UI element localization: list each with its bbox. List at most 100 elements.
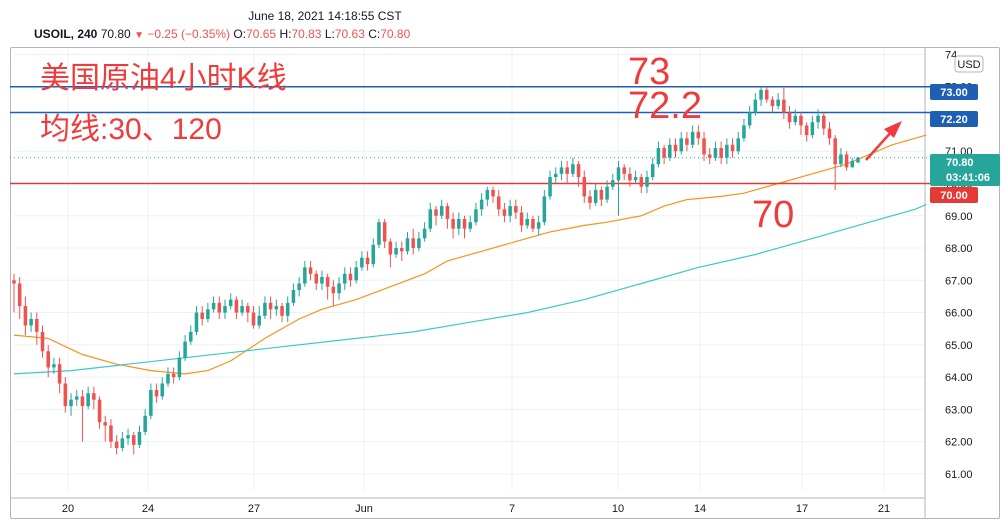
- candles: [12, 86, 860, 455]
- candle-body: [822, 115, 826, 129]
- candle: [536, 215, 541, 236]
- candle-body: [417, 238, 421, 249]
- time-axis[interactable]: 20 24 27 Jun 7 10 14 17 21: [62, 503, 890, 515]
- candle-body: [211, 302, 216, 310]
- candle-body: [240, 306, 244, 313]
- candle: [548, 170, 552, 200]
- x-tick-label[interactable]: 14: [694, 503, 706, 515]
- candle: [656, 141, 661, 168]
- x-tick-label[interactable]: 21: [878, 503, 890, 515]
- candle: [143, 409, 147, 436]
- candle-body: [12, 280, 16, 284]
- candle: [80, 389, 85, 442]
- candle: [605, 180, 609, 203]
- candle: [200, 306, 204, 326]
- candle-body: [559, 167, 564, 174]
- candle: [753, 93, 758, 116]
- candle-body: [120, 438, 125, 449]
- candle: [662, 144, 666, 165]
- x-tick-label[interactable]: 20: [62, 503, 74, 515]
- candle-body: [189, 331, 193, 342]
- candle: [439, 199, 444, 219]
- candle-body: [74, 396, 79, 400]
- y-tick-label[interactable]: 64.00: [945, 372, 973, 384]
- candle-body: [52, 364, 56, 368]
- candle-body: [713, 148, 718, 158]
- candle: [725, 138, 729, 165]
- candle-body: [17, 283, 22, 307]
- candle: [342, 267, 347, 290]
- candle: [628, 167, 632, 187]
- y-tick-label[interactable]: 62.00: [945, 437, 973, 449]
- candle: [571, 157, 575, 178]
- candle-body: [131, 435, 136, 445]
- candle: [40, 325, 45, 358]
- x-tick-label[interactable]: 27: [248, 503, 260, 515]
- candle-body: [725, 144, 729, 158]
- candle-body: [639, 177, 644, 187]
- level-73-annotation: 73: [628, 51, 670, 93]
- candle: [246, 302, 250, 323]
- symbol-name[interactable]: USOIL, 240: [34, 27, 98, 41]
- candle-body: [268, 302, 273, 310]
- candle: [833, 135, 837, 190]
- y-tick-label[interactable]: 69.00: [945, 211, 973, 223]
- candle-body: [833, 138, 837, 165]
- candle-body: [759, 89, 763, 100]
- x-tick-label[interactable]: 10: [612, 503, 624, 515]
- candle-body: [137, 431, 142, 445]
- candle-body: [285, 302, 290, 316]
- candle: [74, 389, 79, 407]
- y-tick-label[interactable]: 63.00: [945, 404, 973, 416]
- candle: [588, 189, 592, 210]
- candle: [52, 357, 56, 374]
- candle-body: [160, 383, 165, 397]
- candle: [747, 106, 752, 129]
- candle: [86, 386, 90, 410]
- candle-body: [531, 218, 535, 229]
- candle: [177, 351, 182, 381]
- candle-body: [143, 415, 147, 432]
- candle-body: [171, 373, 176, 378]
- candle: [131, 431, 136, 455]
- x-tick-label[interactable]: 7: [509, 503, 515, 515]
- x-tick-label[interactable]: 17: [796, 503, 808, 515]
- last-price: 70.80: [100, 27, 131, 41]
- y-tick-label[interactable]: 67.00: [945, 275, 973, 287]
- x-tick-label[interactable]: Jun: [355, 503, 373, 515]
- candle: [120, 431, 125, 452]
- candle-body: [519, 212, 524, 226]
- candle: [46, 344, 50, 378]
- candle: [12, 273, 16, 313]
- y-tick-label[interactable]: 66.00: [945, 308, 973, 320]
- candle-body: [348, 273, 353, 281]
- y-tick-label[interactable]: 68.00: [945, 243, 973, 255]
- candle-body: [308, 267, 313, 274]
- candle: [519, 206, 524, 232]
- candle-body: [394, 248, 398, 255]
- price-tag-73-text: 73.00: [940, 87, 968, 99]
- level-722-annotation: 72.2: [628, 85, 702, 127]
- y-tick-label[interactable]: 61.00: [945, 469, 973, 481]
- candle: [816, 109, 820, 129]
- candle-body: [747, 112, 752, 126]
- candle-body: [616, 167, 621, 181]
- candle: [593, 183, 598, 207]
- candle-body: [331, 286, 336, 294]
- candle: [103, 415, 108, 442]
- y-tick-label[interactable]: 74: [945, 49, 957, 61]
- candle: [451, 212, 455, 239]
- candle: [194, 306, 199, 336]
- candle: [189, 325, 193, 345]
- usd-badge[interactable]: USD: [954, 55, 984, 73]
- candle-body: [325, 277, 330, 287]
- candle: [280, 302, 284, 323]
- candle-body: [63, 383, 68, 407]
- candle-body: [622, 167, 626, 174]
- candle: [126, 428, 130, 445]
- candle-body: [35, 319, 39, 332]
- y-tick-label[interactable]: 65.00: [945, 340, 973, 352]
- x-tick-label[interactable]: 24: [142, 503, 154, 515]
- candle-body: [508, 206, 512, 216]
